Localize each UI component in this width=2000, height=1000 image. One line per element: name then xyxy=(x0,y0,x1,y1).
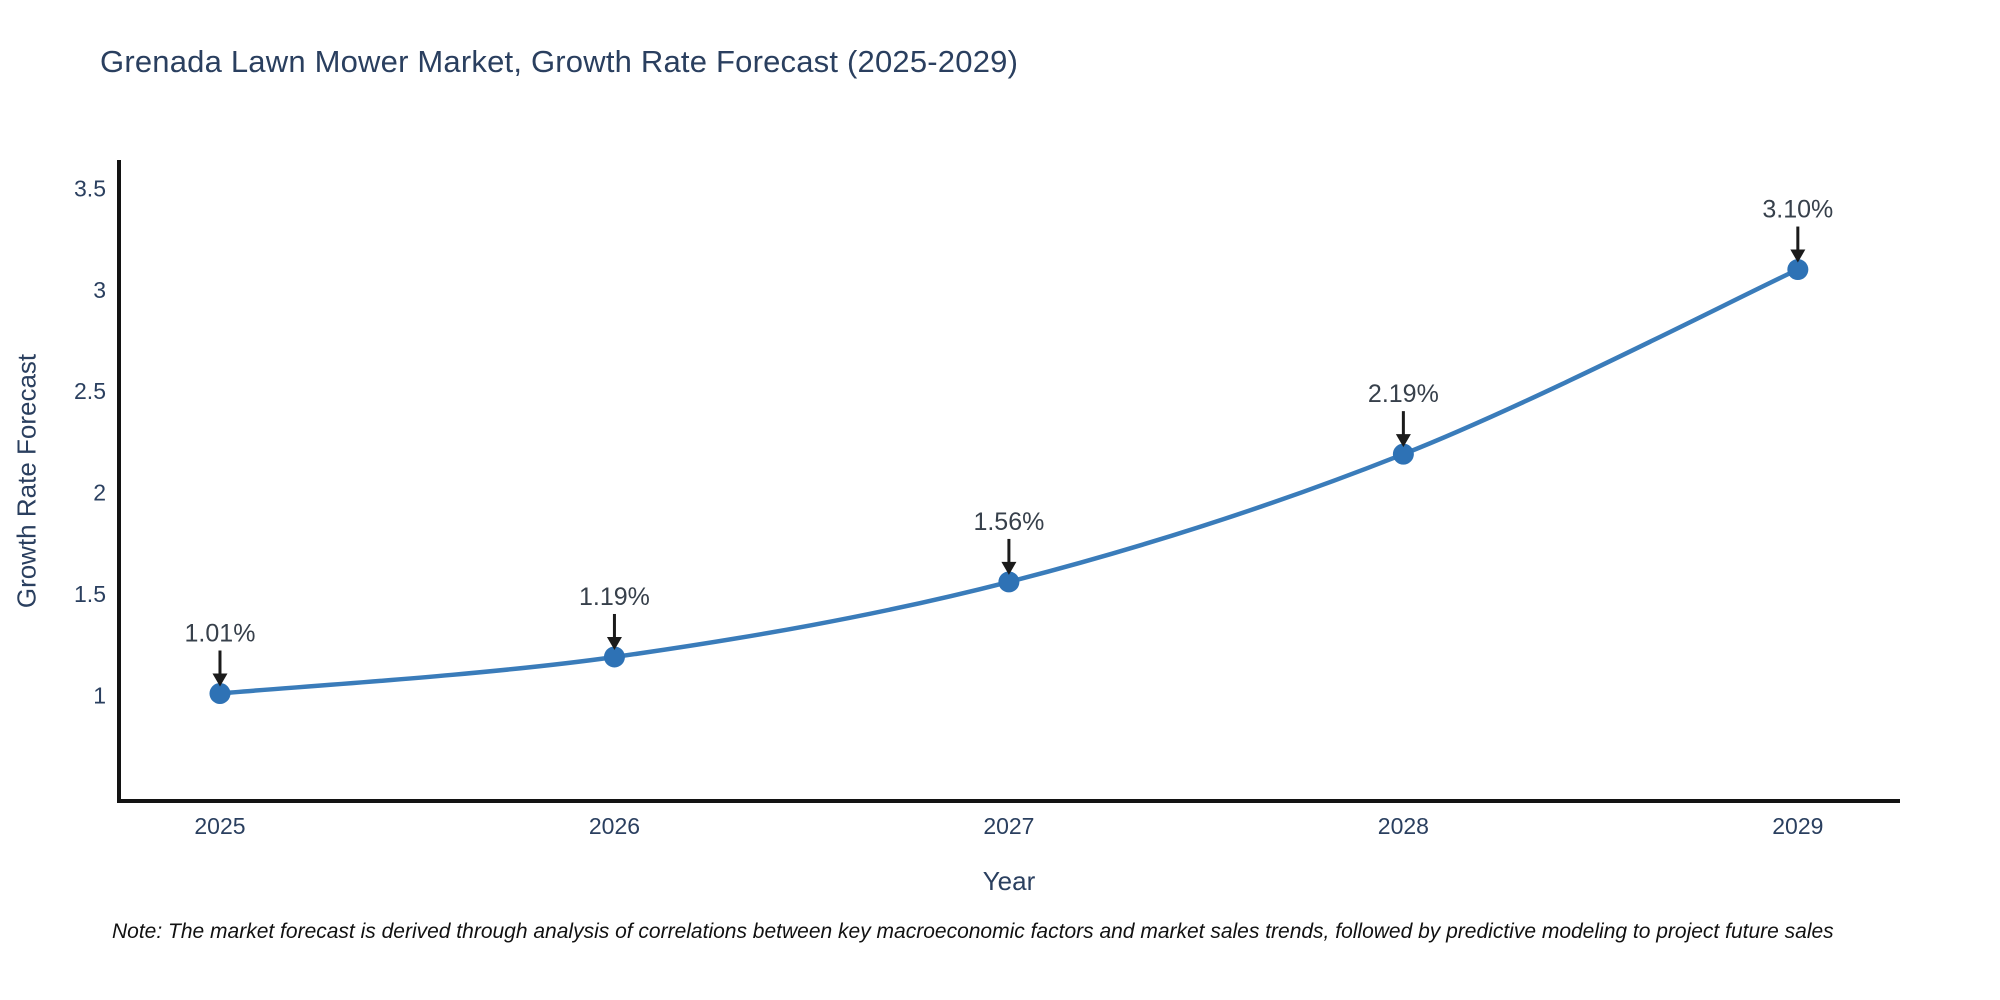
annotation-arrow-head xyxy=(212,673,228,687)
point-value-label: 1.56% xyxy=(973,508,1044,536)
point-value-label: 1.01% xyxy=(185,619,256,647)
x-tick-label: 2025 xyxy=(194,813,245,839)
y-tick-label: 2 xyxy=(93,480,106,506)
annotation-arrow-head xyxy=(606,636,622,650)
x-tick-label: 2029 xyxy=(1772,813,1823,839)
y-tick-label: 1.5 xyxy=(74,581,106,607)
y-tick-label: 1 xyxy=(93,683,106,709)
data-point-marker xyxy=(998,571,1020,593)
annotation-arrow-head xyxy=(1001,561,1017,575)
x-tick-label: 2026 xyxy=(589,813,640,839)
data-point-marker xyxy=(603,646,625,668)
annotation-arrow-head xyxy=(1790,249,1806,263)
annotation-arrow-head xyxy=(1395,434,1411,448)
forecast-line xyxy=(217,267,1801,696)
data-point-marker xyxy=(209,682,231,704)
x-tick-label: 2027 xyxy=(983,813,1034,839)
x-axis-title: Year xyxy=(982,866,1036,896)
footnote-text: Note: The market forecast is derived thr… xyxy=(112,920,1834,943)
y-tick-label: 2.5 xyxy=(74,378,106,404)
data-point-marker xyxy=(1787,259,1809,281)
x-tick-label: 2028 xyxy=(1378,813,1429,839)
point-value-label: 1.19% xyxy=(579,583,650,611)
y-tick-label: 3.5 xyxy=(74,175,106,201)
point-value-label: 3.10% xyxy=(1762,196,1833,224)
y-tick-label: 3 xyxy=(93,277,106,303)
data-point-marker xyxy=(1392,443,1414,465)
point-value-label: 2.19% xyxy=(1368,380,1439,408)
chart-title: Grenada Lawn Mower Market, Growth Rate F… xyxy=(100,44,1019,79)
y-axis-title: Growth Rate Forecast xyxy=(11,353,42,609)
